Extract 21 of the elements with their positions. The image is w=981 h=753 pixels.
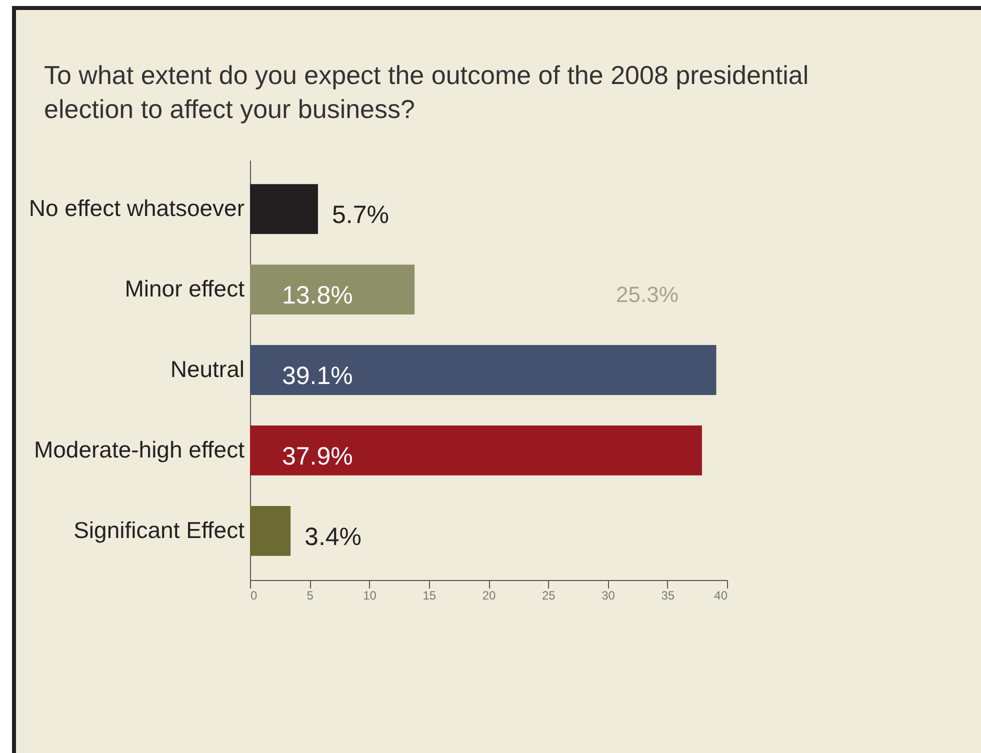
x-tick-label: 40 [714,588,728,602]
data-label: 3.4% [304,522,362,551]
x-tick-label: 25 [542,588,556,602]
data-label: 39.1% [282,362,353,390]
y-tick-label: Minor effect [124,276,246,302]
y-tick-label: Moderate-high effect [34,436,246,462]
x-tick-label: 30 [602,588,616,602]
y-tick-label: Significant Effect [74,516,246,543]
chart-title: To what extent do you expect the outcome of the 2008 presidential election to affect your business? [44,59,810,126]
y-tick-label: No effect whatsoever [28,195,245,222]
annotation: 25.3% [616,282,678,308]
data-label: 13.8% [282,282,353,310]
y-tick-label: Neutral [170,356,244,382]
x-tick-label: 20 [482,588,496,602]
data-label: 5.7% [332,201,389,230]
x-tick-label: 35 [661,588,675,602]
x-tick-label: 5 [306,588,314,602]
data-label: 37.9% [282,442,353,470]
x-tick-label: 10 [363,588,377,602]
x-tick-label: 0 [250,588,258,602]
x-tick-label: 15 [422,588,436,602]
